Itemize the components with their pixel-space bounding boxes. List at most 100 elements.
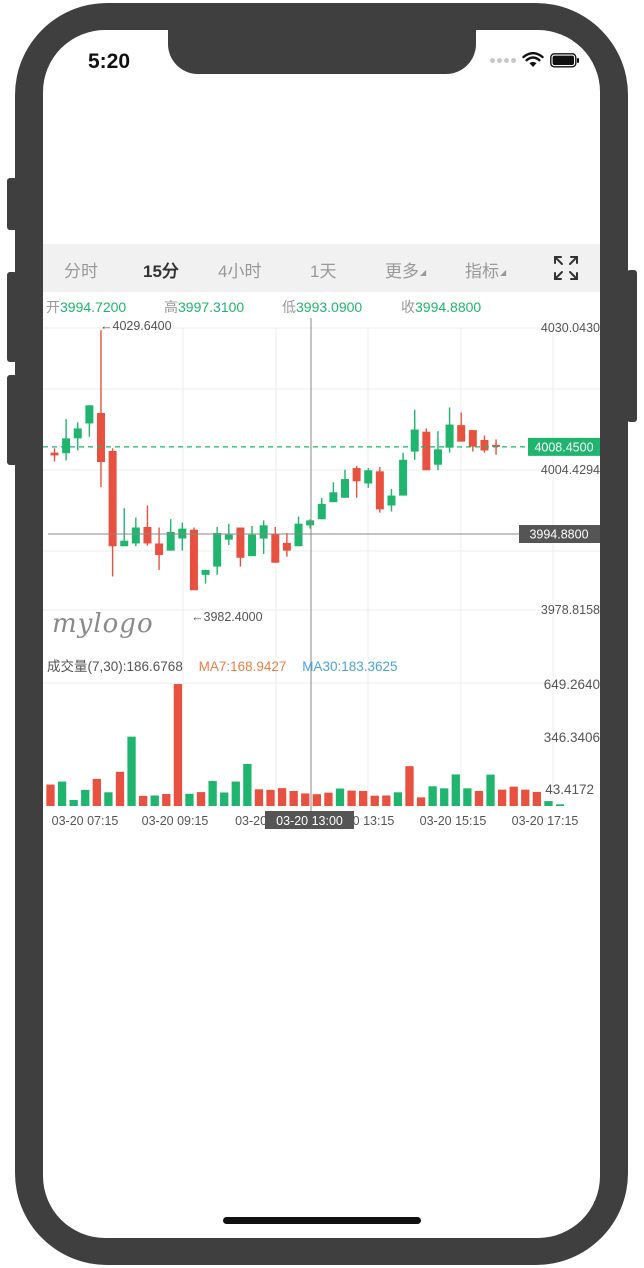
volume-bar <box>509 786 518 806</box>
volume-bar <box>138 795 148 806</box>
volume-bar <box>451 774 460 806</box>
high-info: 高3997.3100 <box>164 297 244 317</box>
open-info: 开3994.7200 <box>46 297 126 317</box>
volume-bar <box>416 797 426 806</box>
candle-body <box>155 543 164 556</box>
volume-bar <box>289 790 298 806</box>
volume-bar <box>301 793 310 806</box>
volume-bar <box>243 763 252 806</box>
tab-timeline[interactable]: 分时 <box>64 257 98 282</box>
volume-bar <box>370 795 379 806</box>
volume-bar <box>382 795 391 806</box>
crosshair-price-tag-bg <box>519 525 600 543</box>
volume-axis-low: 43.4172 <box>545 782 594 797</box>
volume-up-button <box>7 272 17 362</box>
time-axis-label: 03-20 09:15 <box>142 814 209 828</box>
candle-body <box>50 452 59 456</box>
candle-body <box>201 569 210 575</box>
home-indicator[interactable] <box>223 1217 421 1224</box>
volume-bar <box>127 736 136 806</box>
candle-body <box>329 492 338 503</box>
price-axis-low: 3978.8158 <box>540 603 600 617</box>
candle-body <box>85 405 94 424</box>
volume-bar <box>185 793 194 806</box>
candle-body <box>189 529 198 591</box>
candle-body <box>96 413 105 463</box>
volume-bar <box>347 790 356 806</box>
candle-body <box>468 430 477 447</box>
candle-body <box>306 520 315 526</box>
volume-bar <box>208 781 217 806</box>
candle-body <box>143 526 152 544</box>
volume-bar <box>115 771 125 806</box>
volume-bar <box>92 778 101 806</box>
volume-axis-mid: 346.3406 <box>543 730 600 745</box>
fullscreen-icon[interactable] <box>552 254 580 282</box>
crosshair-time-tag: 03-20 13:00 <box>276 814 343 828</box>
min-price-marker: ←3982.4000 <box>191 610 263 624</box>
close-label: 收 <box>401 299 415 315</box>
volume-bar <box>405 766 414 806</box>
volume-bar <box>359 790 368 806</box>
high-value: 3997.3100 <box>178 299 245 315</box>
tab-15min[interactable]: 15分 <box>143 257 179 282</box>
tab-label: 更多 <box>385 262 419 281</box>
candle-body <box>213 533 222 567</box>
logo-watermark: mylogo <box>52 609 154 639</box>
volume-bar <box>46 784 55 806</box>
volume-bar <box>521 789 530 806</box>
low-value: 3993.0900 <box>296 299 363 315</box>
volume-bar <box>231 781 240 806</box>
candle-body <box>422 431 431 471</box>
low-label: 低 <box>282 299 296 315</box>
candle-body <box>294 523 303 547</box>
volume-ma30: MA30:183.3625 <box>302 659 398 674</box>
volume-bar <box>254 789 264 806</box>
close-info: 收3994.8800 <box>401 297 481 317</box>
volume-bar <box>324 792 333 806</box>
tab-label: 1天 <box>310 262 337 281</box>
volume-bar <box>393 792 403 806</box>
volume-axis-top: 649.2640 <box>543 677 600 692</box>
volume-bar <box>81 789 90 806</box>
tab-4hour[interactable]: 4小时 <box>218 257 261 282</box>
candle-body <box>492 444 501 447</box>
volume-header: 成交量(7,30):186.6768 MA7:168.9427 MA30:183… <box>47 655 410 675</box>
candle-body <box>433 449 442 465</box>
overlay-layer: 4008.4500 3994.8800 ←4029.6400 ←3982.4000 my… <box>43 318 600 829</box>
volume-bar <box>486 774 495 806</box>
candle-body <box>73 428 82 439</box>
power-button <box>627 270 637 422</box>
crosshair-price-tag: 3994.8800 <box>529 528 588 542</box>
status-time: 5:20 <box>88 50 131 73</box>
volume-bar <box>335 788 345 806</box>
candle-body <box>352 468 361 482</box>
candle-body <box>445 424 454 448</box>
mute-switch <box>7 178 17 230</box>
candle-body <box>248 534 257 557</box>
candle-body <box>341 479 349 498</box>
candle-body <box>399 459 408 496</box>
volume-bar <box>69 799 78 806</box>
candle-body <box>271 534 280 563</box>
volume-ma7: MA7:168.9427 <box>198 659 287 674</box>
volume-bar <box>428 786 437 806</box>
candle-body <box>375 471 384 510</box>
candle-body <box>317 503 326 520</box>
candle-body <box>457 425 466 442</box>
kline-chart[interactable]: 4008.4500 3994.8800 ←4029.6400 ←3982.4000 my… <box>43 30 600 850</box>
volume-bar <box>532 791 542 806</box>
volume-title: 成交量(7,30):186.6768 <box>47 659 183 674</box>
tab-more[interactable]: 更多◢ <box>385 257 426 282</box>
chart-grid <box>43 327 600 805</box>
status-icons <box>490 52 580 68</box>
time-axis-label: 03-20 07:15 <box>52 814 119 828</box>
price-axis-mid: 4004.4294 <box>540 463 600 477</box>
candle-body <box>131 527 140 544</box>
dropdown-triangle-icon: ◢ <box>420 268 427 277</box>
volume-down-button <box>7 375 17 465</box>
tab-1day[interactable]: 1天 <box>310 257 336 282</box>
tab-indicators[interactable]: 指标◢ <box>465 257 506 282</box>
volume-bar <box>497 789 507 806</box>
candle-body <box>364 470 373 484</box>
